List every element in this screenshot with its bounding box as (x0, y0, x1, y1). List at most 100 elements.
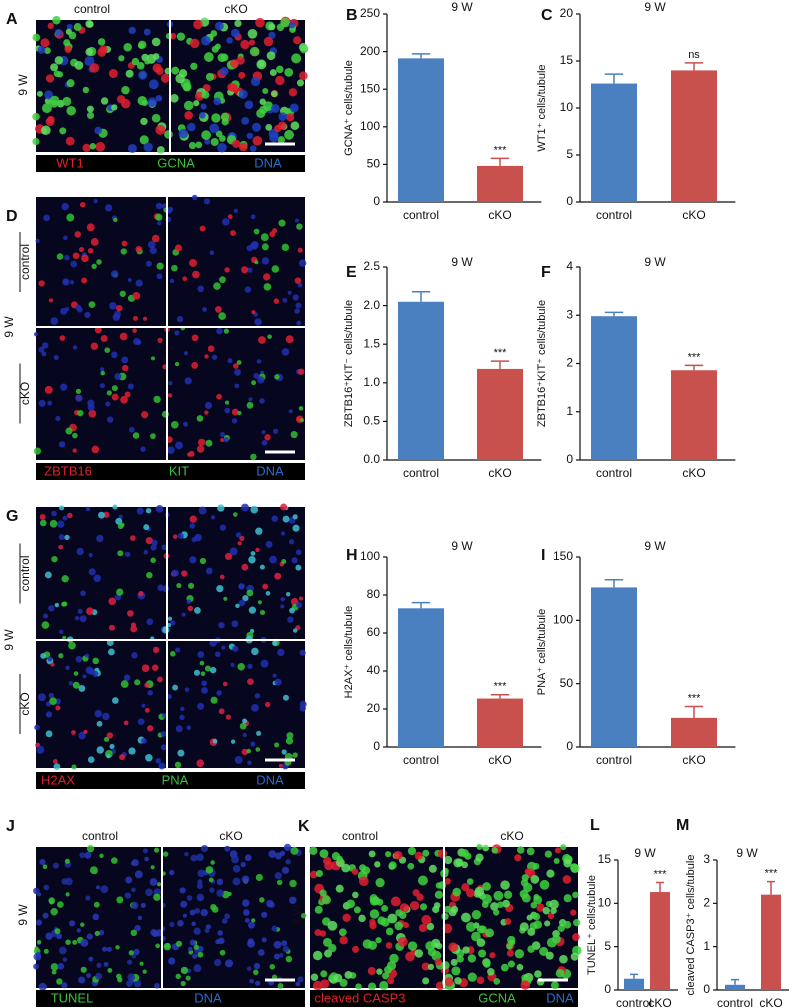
x-tick-label: cKO (488, 753, 511, 767)
cell (414, 851, 423, 860)
cell (369, 909, 380, 919)
cell (141, 664, 150, 672)
cell (289, 896, 297, 905)
cell (187, 122, 196, 132)
cell (74, 231, 81, 238)
cell (466, 878, 474, 885)
cell (65, 427, 73, 435)
cell (188, 141, 197, 150)
cell (96, 534, 104, 543)
cell (269, 69, 277, 77)
cell (47, 22, 54, 30)
cell (271, 925, 278, 932)
cell (86, 111, 95, 120)
cell (246, 132, 254, 140)
stain-label: DNA (256, 772, 284, 787)
cell (80, 966, 87, 973)
cell (138, 591, 144, 597)
cell (232, 865, 241, 873)
cell (278, 112, 288, 121)
error-bar (604, 579, 624, 588)
cell (452, 887, 462, 897)
cell (174, 330, 180, 336)
bar (650, 892, 670, 990)
cell (124, 551, 131, 558)
cell (58, 441, 66, 448)
cell (319, 930, 327, 937)
panel-letter: M (676, 817, 689, 834)
cell (269, 555, 277, 564)
cell (296, 223, 303, 230)
cell (506, 943, 513, 950)
cell (273, 428, 279, 434)
cell (174, 761, 182, 768)
cell (542, 907, 550, 915)
cell (261, 430, 266, 435)
cell (493, 909, 500, 916)
cell (240, 39, 250, 50)
cell (368, 850, 376, 858)
cell (155, 943, 161, 949)
cell (292, 524, 300, 532)
y-tick-label: 0 (566, 194, 573, 208)
cell (300, 912, 307, 919)
cell (295, 601, 303, 609)
cell (450, 905, 459, 914)
cell (426, 922, 435, 931)
cell (260, 233, 269, 242)
x-tick-label: cKO (759, 996, 782, 1008)
cell (375, 878, 385, 888)
cell (86, 933, 93, 940)
y-tick-label: 150 (553, 549, 573, 563)
cell (80, 590, 86, 597)
cell (199, 557, 207, 565)
cell (195, 141, 203, 149)
y-tick-label: 150 (360, 81, 380, 95)
cell (214, 306, 222, 313)
y-tick-label: 60 (367, 625, 381, 639)
cell (184, 377, 192, 385)
cell (387, 913, 398, 924)
cell (219, 524, 227, 531)
cell (145, 888, 153, 897)
cell (200, 844, 209, 853)
cell (550, 981, 559, 990)
x-tick-label: control (596, 208, 632, 222)
cell (44, 385, 53, 394)
cell (274, 124, 282, 133)
cell (253, 228, 260, 235)
cell (273, 953, 280, 960)
cell (180, 706, 185, 712)
y-tick-label: 100 (360, 549, 380, 563)
cell (115, 945, 120, 950)
cell (138, 70, 148, 80)
error-bar (731, 978, 739, 985)
significance: *** (494, 681, 508, 693)
cell (263, 36, 274, 47)
cell (126, 980, 133, 987)
cell (49, 95, 60, 106)
cell (310, 973, 319, 981)
cell (269, 231, 276, 238)
cell (272, 640, 278, 646)
cell (38, 693, 47, 702)
cell (451, 966, 461, 976)
cell (539, 879, 550, 890)
cell (146, 618, 154, 626)
cell (532, 912, 541, 921)
cell (563, 859, 572, 868)
cell (285, 335, 294, 344)
cell (210, 860, 215, 865)
stain-label: DNA (194, 990, 222, 1005)
cell (155, 504, 164, 513)
cell (43, 884, 50, 891)
cell (358, 914, 366, 923)
cell (188, 582, 195, 589)
cell (264, 701, 271, 708)
cell (292, 294, 299, 301)
cell (253, 962, 261, 970)
cell (274, 374, 280, 380)
cell (199, 111, 206, 119)
cell (385, 927, 394, 936)
cell (507, 960, 515, 968)
